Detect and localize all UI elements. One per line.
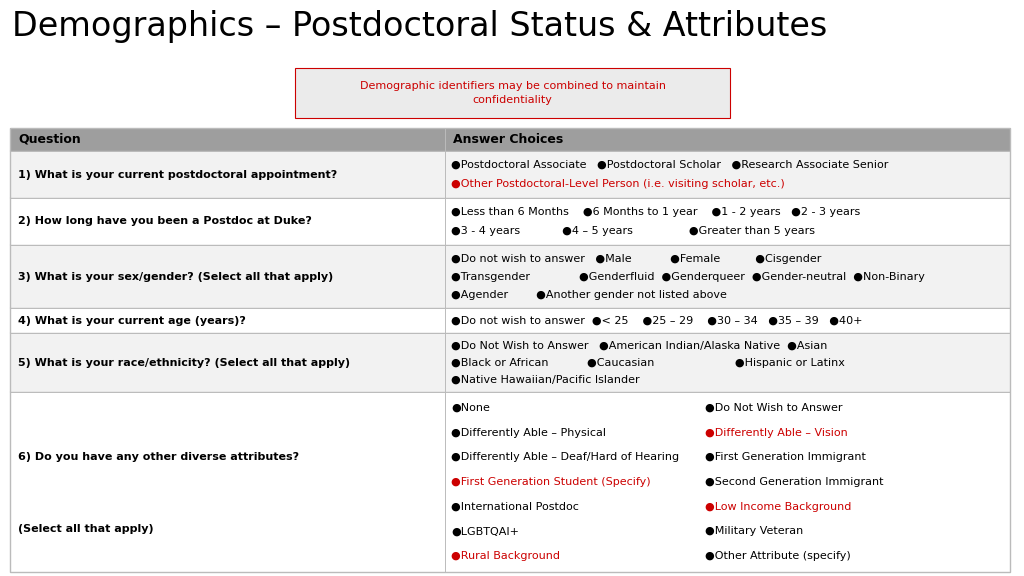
Text: 1) What is your current postdoctoral appointment?: 1) What is your current postdoctoral app… bbox=[18, 169, 337, 180]
Text: ●First Generation Student (Specify): ●First Generation Student (Specify) bbox=[451, 477, 650, 487]
Text: ●Other Postdoctoral-Level Person (i.e. visiting scholar, etc.): ●Other Postdoctoral-Level Person (i.e. v… bbox=[451, 179, 784, 189]
Text: ●Black or African           ●Caucasian                       ●Hispanic or Latinx: ●Black or African ●Caucasian ●Hispanic o… bbox=[451, 358, 845, 367]
Bar bbox=[10, 333, 1010, 392]
Text: ●Second Generation Immigrant: ●Second Generation Immigrant bbox=[705, 477, 884, 487]
Text: ●Other Attribute (specify): ●Other Attribute (specify) bbox=[705, 551, 851, 561]
Text: ●Differently Able – Vision: ●Differently Able – Vision bbox=[705, 428, 848, 438]
Text: ●Transgender              ●Genderfluid  ●Genderqueer  ●Gender-neutral  ●Non-Bina: ●Transgender ●Genderfluid ●Genderqueer ●… bbox=[451, 271, 925, 282]
Text: ●International Postdoc: ●International Postdoc bbox=[451, 502, 579, 511]
Bar bbox=[10, 198, 1010, 245]
Text: ●Do not wish to answer   ●Male           ●Female          ●Cisgender: ●Do not wish to answer ●Male ●Female ●Ci… bbox=[451, 253, 821, 263]
Text: ●Less than 6 Months    ●6 Months to 1 year    ●1 - 2 years   ●2 - 3 years: ●Less than 6 Months ●6 Months to 1 year … bbox=[451, 207, 860, 217]
Text: ●Military Veteran: ●Military Veteran bbox=[705, 526, 803, 536]
Bar bbox=[10, 308, 1010, 333]
Text: 6) Do you have any other diverse attributes?: 6) Do you have any other diverse attribu… bbox=[18, 452, 299, 462]
Bar bbox=[10, 245, 1010, 308]
Text: ●Differently Able – Deaf/Hard of Hearing: ●Differently Able – Deaf/Hard of Hearing bbox=[451, 452, 679, 463]
Text: (Select all that apply): (Select all that apply) bbox=[18, 524, 154, 534]
Bar bbox=[295, 68, 730, 118]
Bar bbox=[10, 128, 1010, 572]
Text: ●First Generation Immigrant: ●First Generation Immigrant bbox=[705, 452, 865, 463]
Text: ●Native Hawaiian/Pacific Islander: ●Native Hawaiian/Pacific Islander bbox=[451, 374, 640, 384]
Text: ●Do not wish to answer  ●< 25    ●25 – 29    ●30 – 34   ●35 – 39   ●40+: ●Do not wish to answer ●< 25 ●25 – 29 ●3… bbox=[451, 316, 862, 325]
Bar bbox=[10, 128, 1010, 151]
Text: 4) What is your current age (years)?: 4) What is your current age (years)? bbox=[18, 316, 246, 325]
Text: ●Postdoctoral Associate   ●Postdoctoral Scholar   ●Research Associate Senior: ●Postdoctoral Associate ●Postdoctoral Sc… bbox=[451, 160, 889, 170]
Text: ●Do Not Wish to Answer: ●Do Not Wish to Answer bbox=[705, 403, 843, 413]
Text: 3) What is your sex/gender? (Select all that apply): 3) What is your sex/gender? (Select all … bbox=[18, 271, 333, 282]
Text: Question: Question bbox=[18, 133, 81, 146]
Text: ●Low Income Background: ●Low Income Background bbox=[705, 502, 851, 511]
Text: ●3 - 4 years            ●4 – 5 years                ●Greater than 5 years: ●3 - 4 years ●4 – 5 years ●Greater than … bbox=[451, 226, 815, 236]
Text: ●None: ●None bbox=[451, 403, 489, 413]
Bar bbox=[10, 392, 1010, 572]
Text: ●Rural Background: ●Rural Background bbox=[451, 551, 560, 561]
Text: 2) How long have you been a Postdoc at Duke?: 2) How long have you been a Postdoc at D… bbox=[18, 217, 312, 226]
Text: Answer Choices: Answer Choices bbox=[453, 133, 563, 146]
Text: Demographic identifiers may be combined to maintain
confidentiality: Demographic identifiers may be combined … bbox=[359, 81, 666, 105]
Text: ●Differently Able – Physical: ●Differently Able – Physical bbox=[451, 428, 606, 438]
Bar bbox=[10, 151, 1010, 198]
Text: 5) What is your race/ethnicity? (Select all that apply): 5) What is your race/ethnicity? (Select … bbox=[18, 358, 350, 367]
Text: ●Agender        ●Another gender not listed above: ●Agender ●Another gender not listed abov… bbox=[451, 290, 727, 300]
Text: ●Do Not Wish to Answer   ●American Indian/Alaska Native  ●Asian: ●Do Not Wish to Answer ●American Indian/… bbox=[451, 340, 827, 351]
Text: ●LGBTQAI+: ●LGBTQAI+ bbox=[451, 526, 519, 536]
Text: Demographics – Postdoctoral Status & Attributes: Demographics – Postdoctoral Status & Att… bbox=[12, 10, 827, 43]
